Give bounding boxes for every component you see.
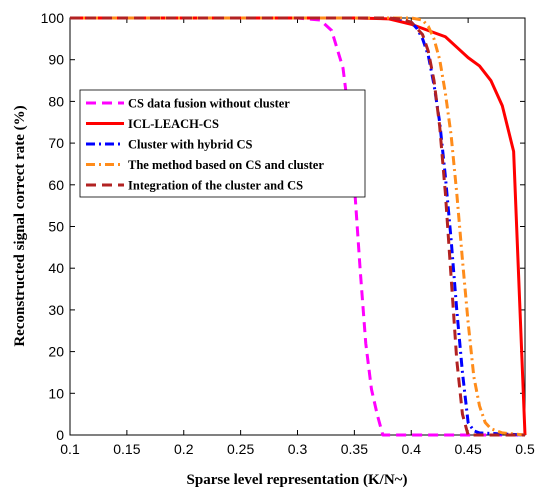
x-tick-label: 0.4 <box>402 441 422 457</box>
y-tick-label: 80 <box>48 93 64 109</box>
y-axis-title: Reconstructed signal correct rate (%) <box>12 105 28 346</box>
x-tick-label: 0.5 <box>515 441 535 457</box>
x-tick-label: 0.45 <box>455 441 482 457</box>
x-tick-label: 0.2 <box>174 441 194 457</box>
x-tick-label: 0.1 <box>60 441 80 457</box>
legend-label: The method based on CS and cluster <box>128 158 324 172</box>
legend-label: Cluster with hybrid CS <box>128 138 252 152</box>
legend-box <box>79 89 366 198</box>
x-axis-title: Sparse level representation (K/N~) <box>187 472 408 488</box>
y-tick-label: 30 <box>48 302 64 318</box>
legend-label: ICL-LEACH-CS <box>128 117 219 131</box>
legend-label: Integration of the cluster and CS <box>128 179 303 193</box>
series-line-4 <box>70 16 526 437</box>
y-tick-label: 100 <box>41 10 65 26</box>
x-axis-ticks: 0.1 0.15 0.2 0.25 0.3 0.35 0.4 0.45 0.5 <box>60 18 535 457</box>
y-tick-label: 90 <box>48 52 64 68</box>
y-tick-label: 70 <box>48 135 64 151</box>
series-lines <box>70 16 527 437</box>
y-axis-ticks: 0 10 20 30 40 50 60 70 80 90 100 <box>41 10 525 443</box>
legend-label: CS data fusion without cluster <box>128 97 290 111</box>
y-tick-label: 20 <box>48 344 64 360</box>
x-tick-label: 0.3 <box>288 441 308 457</box>
y-tick-label: 60 <box>48 177 64 193</box>
plot-area <box>69 17 526 436</box>
y-tick-label: 0 <box>56 427 64 443</box>
x-tick-label: 0.35 <box>341 441 368 457</box>
y-tick-label: 50 <box>48 219 64 235</box>
y-tick-label: 40 <box>48 260 64 276</box>
x-tick-label: 0.25 <box>227 441 254 457</box>
x-tick-label: 0.15 <box>113 441 140 457</box>
series-line-1 <box>70 16 525 437</box>
legend: CS data fusion without cluster ICL-LEACH-… <box>79 89 366 198</box>
y-tick-label: 10 <box>48 385 64 401</box>
